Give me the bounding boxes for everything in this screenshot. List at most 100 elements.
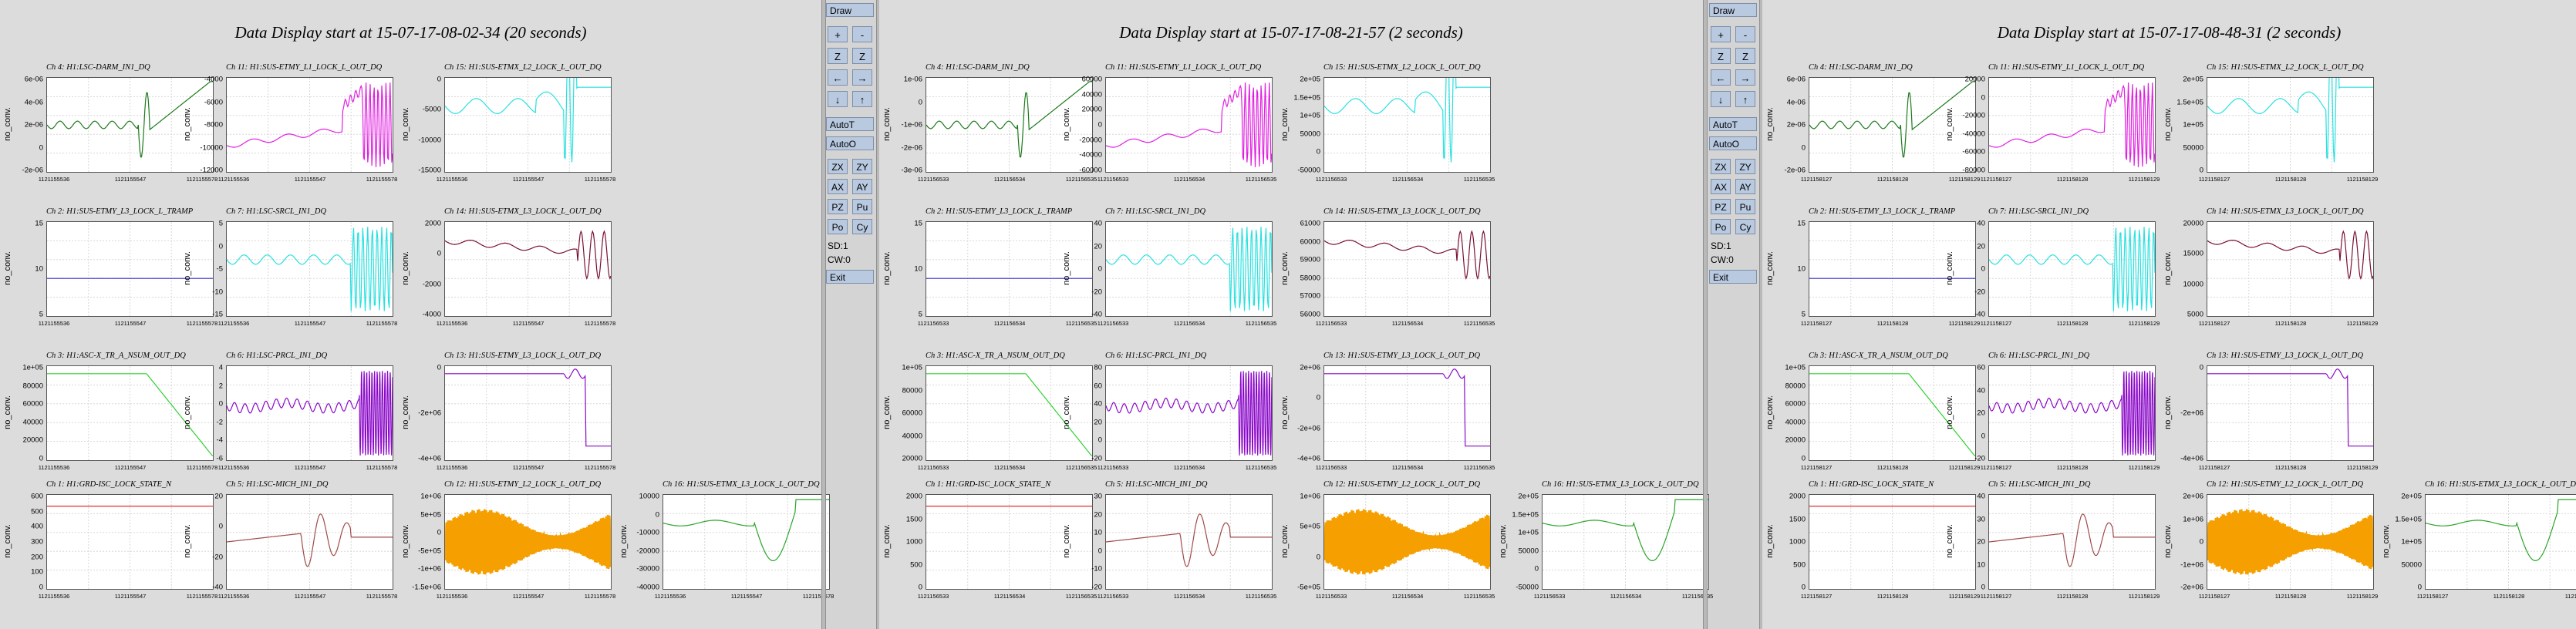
x-tick-label: 1121155547: [512, 464, 545, 471]
auto-t-button[interactable]: AutoT: [826, 117, 874, 131]
toolbar-pu-button[interactable]: Pu: [1735, 199, 1755, 214]
toolbar-2: Draw + - Z Z ← → ↓ ↑ AutoT AutoO ZX ZY AX AY PZ Pu Po Cy SD…: [1708, 0, 1758, 629]
plot-cell: Ch 14: H1:SUS-ETMX_L3_LOCK_L_OUT_DQ no_co…: [401, 207, 618, 331]
plot-area[interactable]: [1323, 494, 1491, 590]
zoom-out-icon[interactable]: -: [1735, 26, 1755, 42]
plot-area[interactable]: [46, 221, 214, 317]
plot-area[interactable]: [2207, 221, 2374, 317]
auto-o-button[interactable]: AutoO: [826, 136, 874, 150]
scroll-right-icon[interactable]: →: [1735, 69, 1755, 86]
scroll-left-icon[interactable]: ←: [1711, 69, 1731, 86]
display-panel-3: Data Display start at 15-07-17-08-48-31 …: [1762, 0, 2576, 629]
exit-button[interactable]: Exit: [826, 270, 874, 284]
plot-cell: Ch 3: H1:ASC-X_TR_A_NSUM_OUT_DQ no_conv. 1…: [882, 352, 1099, 475]
scroll-down-icon[interactable]: ↓: [1711, 91, 1731, 107]
plot-area[interactable]: [2425, 494, 2576, 590]
y-tick-label: 50000: [2401, 560, 2422, 569]
zoom-y-icon[interactable]: Z: [1735, 48, 1755, 64]
scroll-down-icon[interactable]: ↓: [828, 91, 848, 107]
plot-area[interactable]: [1105, 77, 1273, 173]
plot-area[interactable]: [1988, 77, 2156, 173]
zoom-in-icon[interactable]: +: [1711, 26, 1731, 42]
plot-area[interactable]: [1105, 494, 1273, 590]
toolbar-ax-button[interactable]: AX: [1711, 179, 1731, 194]
scroll-up-icon[interactable]: ↑: [852, 91, 872, 107]
toolbar-zy-button[interactable]: ZY: [852, 159, 872, 174]
x-tick-label: 1121155536: [436, 320, 468, 327]
plot-area[interactable]: [444, 221, 612, 317]
plot-area[interactable]: [1105, 365, 1273, 461]
plot-area[interactable]: [926, 494, 1093, 590]
auto-o-button[interactable]: AutoO: [1709, 136, 1757, 150]
x-tick-label: 1121158127: [1800, 176, 1833, 183]
toolbar-zx-button[interactable]: ZX: [828, 159, 848, 174]
y-tick-label: 5: [918, 310, 922, 319]
y-tick-label: 60000: [1081, 75, 1102, 84]
data-trace: [445, 78, 611, 163]
y-tick-label: 50000: [2183, 143, 2203, 152]
scroll-left-icon[interactable]: ←: [828, 69, 848, 86]
zoom-y-icon[interactable]: Z: [852, 48, 872, 64]
toolbar-po-button[interactable]: Po: [828, 219, 848, 234]
zoom-in-icon[interactable]: +: [828, 26, 848, 42]
plot-area[interactable]: [46, 77, 214, 173]
zoom-x-icon[interactable]: Z: [828, 48, 848, 64]
toolbar-ay-button[interactable]: AY: [1735, 179, 1755, 194]
plot-area[interactable]: [926, 77, 1093, 173]
plot-area[interactable]: [1988, 494, 2156, 590]
scroll-right-icon[interactable]: →: [852, 69, 872, 86]
plot-area[interactable]: [1323, 77, 1491, 173]
plot-area[interactable]: [1809, 365, 1976, 461]
zoom-out-icon[interactable]: -: [852, 26, 872, 42]
plot-area[interactable]: [46, 365, 214, 461]
toolbar-ax-button[interactable]: AX: [828, 179, 848, 194]
plot-area[interactable]: [2207, 494, 2374, 590]
plot-area[interactable]: [1542, 494, 1709, 590]
toolbar-cy-button[interactable]: Cy: [1735, 219, 1755, 234]
plot-area[interactable]: [1988, 365, 2156, 461]
plot-area[interactable]: [444, 77, 612, 173]
toolbar-pu-button[interactable]: Pu: [852, 199, 872, 214]
y-tick-label: 100: [31, 567, 43, 577]
plot-area[interactable]: [226, 365, 393, 461]
y-tick-label: 80000: [902, 386, 922, 395]
plot-area[interactable]: [926, 221, 1093, 317]
toolbar-ay-button[interactable]: AY: [852, 179, 872, 194]
toolbar-pz-button[interactable]: PZ: [828, 199, 848, 214]
plot-area[interactable]: [226, 494, 393, 590]
plot-area[interactable]: [2207, 77, 2374, 173]
plot-area[interactable]: [1105, 221, 1273, 317]
toolbar-zx-button[interactable]: ZX: [1711, 159, 1731, 174]
data-trace: [926, 373, 1092, 456]
zoom-x-icon[interactable]: Z: [1711, 48, 1731, 64]
toolbar-cy-button[interactable]: Cy: [852, 219, 872, 234]
plot-area[interactable]: [46, 494, 214, 590]
plot-area[interactable]: [226, 77, 393, 173]
toolbar-po-button[interactable]: Po: [1711, 219, 1731, 234]
auto-t-button[interactable]: AutoT: [1709, 117, 1757, 131]
exit-button[interactable]: Exit: [1709, 270, 1757, 284]
plot-area[interactable]: [926, 365, 1093, 461]
plot-area[interactable]: [444, 494, 612, 590]
y-tick-label: 0: [218, 399, 223, 409]
y-tick-label: 20: [1977, 409, 1985, 418]
toolbar-pz-button[interactable]: PZ: [1711, 199, 1731, 214]
plot-area[interactable]: [1809, 494, 1976, 590]
plot-area[interactable]: [1323, 221, 1491, 317]
x-tick-label: 1121158128: [2274, 593, 2307, 600]
plot-area[interactable]: [1809, 77, 1976, 173]
plot-area[interactable]: [1323, 365, 1491, 461]
scroll-up-icon[interactable]: ↑: [1735, 91, 1755, 107]
plot-area[interactable]: [444, 365, 612, 461]
y-tick-label: 10: [1977, 560, 1985, 569]
plot-cell: Ch 2: H1:SUS-ETMY_L3_LOCK_L_TRAMP no_conv…: [3, 207, 220, 331]
x-tick-label: 1121156533: [1315, 464, 1347, 471]
plot-area[interactable]: [663, 494, 830, 590]
draw-button[interactable]: Draw: [1709, 3, 1757, 17]
plot-area[interactable]: [226, 221, 393, 317]
plot-area[interactable]: [1809, 221, 1976, 317]
toolbar-zy-button[interactable]: ZY: [1735, 159, 1755, 174]
plot-area[interactable]: [1988, 221, 2156, 317]
plot-area[interactable]: [2207, 365, 2374, 461]
draw-button[interactable]: Draw: [826, 3, 874, 17]
